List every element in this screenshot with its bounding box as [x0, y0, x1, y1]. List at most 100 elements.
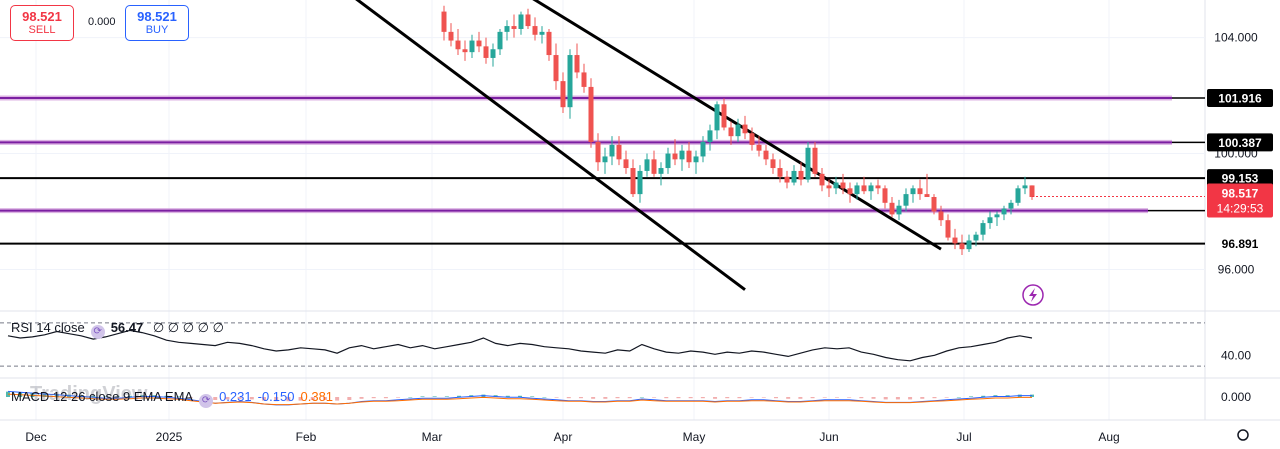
rsi-name: RSI 14 close — [11, 320, 85, 335]
refresh-icon[interactable]: ⟳ — [199, 394, 214, 408]
candle-body — [1029, 185, 1035, 198]
buy-label: BUY — [145, 24, 169, 36]
candle-body — [819, 173, 825, 186]
candle-body — [553, 55, 559, 82]
macd-histogram-bar — [420, 396, 425, 397]
macd-histogram-bar — [786, 397, 791, 399]
macd-axis-label: 0.000 — [1221, 390, 1251, 404]
macd-histogram-bar — [713, 397, 718, 399]
macd-line — [7, 390, 1032, 406]
macd-histogram-bar — [615, 397, 620, 399]
candle-body — [959, 243, 965, 250]
macd-histogram-bar — [408, 397, 413, 398]
candle-body — [672, 153, 678, 160]
candle-body — [518, 14, 524, 29]
candle-body — [644, 159, 650, 171]
macd-name: MACD 12 26 close 9 EMA EMA — [11, 389, 194, 404]
candle-body — [658, 168, 664, 174]
candle-body — [581, 72, 587, 87]
level-price-label: 100.387 — [1218, 136, 1262, 150]
macd-histogram-bar — [725, 397, 730, 399]
lightning-icon — [1029, 288, 1037, 302]
candle-body — [840, 182, 846, 189]
settings-gear-icon — [1237, 429, 1249, 441]
candle-body — [707, 130, 713, 142]
candle-body — [497, 31, 503, 50]
macd-histogram-bar — [981, 395, 986, 397]
macd-histogram-bar — [213, 397, 218, 400]
macd-histogram-bar — [322, 397, 327, 400]
macd-histogram-bar — [566, 397, 571, 399]
rsi-extra: ∅ ∅ ∅ ∅ ∅ — [152, 320, 224, 335]
time-axis-label: 2025 — [156, 430, 183, 444]
candle-body — [539, 31, 545, 35]
candle-body — [679, 150, 685, 160]
time-axis-label: Jul — [956, 430, 971, 444]
macd-histogram-bar — [127, 395, 132, 397]
time-axis-label: Mar — [422, 430, 443, 444]
candle-body — [952, 237, 958, 244]
buy-button[interactable]: 98.521 BUY — [125, 5, 189, 41]
candle-body — [924, 194, 930, 198]
countdown-label: 14:29:53 — [1217, 202, 1264, 216]
candle-body — [896, 205, 902, 215]
time-axis-label: Aug — [1098, 430, 1119, 444]
candle-body — [749, 133, 755, 145]
candle-body — [805, 147, 811, 180]
candle-body — [742, 124, 748, 134]
level-price-label: 99.153 — [1222, 172, 1259, 186]
candle-body — [889, 202, 895, 215]
sell-button[interactable]: 98.521 SELL — [10, 5, 74, 41]
candle-body — [763, 150, 769, 160]
candle-body — [938, 211, 944, 221]
macd-histogram-bar — [603, 397, 608, 399]
spread-value: 0.000 — [88, 16, 116, 28]
candle-body — [602, 156, 608, 163]
price-axis-label: 104.000 — [1214, 31, 1258, 45]
macd-histogram-bar — [176, 396, 181, 397]
macd-histogram-bar — [262, 397, 266, 401]
trendline — [532, 0, 942, 251]
candle-body — [980, 223, 986, 235]
macd-histogram-bar — [359, 397, 364, 399]
candle-body — [735, 124, 741, 137]
candle-body — [525, 14, 531, 27]
candle-body — [441, 11, 447, 32]
macd-histogram-bar — [895, 397, 900, 400]
level-price-tag — [1207, 169, 1273, 188]
candle-body — [1022, 185, 1028, 189]
macd-histogram-bar — [518, 395, 522, 397]
candle-body — [910, 188, 916, 195]
macd-histogram-bar — [91, 395, 96, 397]
candle-body — [455, 40, 461, 50]
macd-legend[interactable]: MACD 12 26 close 9 EMA EMA ⟳ 0.231 -0.150 0.… — [11, 389, 333, 408]
macd-histogram-bar — [822, 397, 827, 398]
macd-histogram-bar — [664, 397, 669, 399]
macd-histogram-bar — [383, 397, 388, 399]
macd-histogram-bar — [761, 397, 766, 398]
candle-body — [665, 153, 671, 169]
rsi-legend[interactable]: RSI 14 close ⟳ 56.47 ∅ ∅ ∅ ∅ ∅ — [11, 320, 224, 339]
rsi-line — [7, 329, 1033, 362]
macd-histogram-bar — [810, 397, 815, 399]
macd-histogram-bar — [578, 397, 583, 399]
macd-histogram-bar — [737, 397, 742, 399]
macd-histogram-bar — [530, 396, 535, 397]
macd-histogram-bar — [237, 397, 242, 399]
time-axis-label: Apr — [554, 430, 573, 444]
macd-histogram-bar — [834, 397, 839, 398]
trendline — [355, 0, 746, 291]
candle-body — [917, 188, 923, 195]
candle-body — [987, 217, 993, 224]
macd-histogram-bar — [920, 397, 925, 399]
macd-histogram-bar — [335, 397, 340, 401]
refresh-icon[interactable]: ⟳ — [90, 325, 105, 339]
candle-body — [448, 31, 454, 41]
candle-body — [812, 147, 818, 174]
macd-histogram-bar — [591, 397, 596, 399]
macd-histogram-bar — [956, 397, 961, 398]
candle-body — [721, 104, 727, 128]
candle-body — [504, 26, 510, 32]
macd-histogram-bar — [969, 396, 974, 397]
